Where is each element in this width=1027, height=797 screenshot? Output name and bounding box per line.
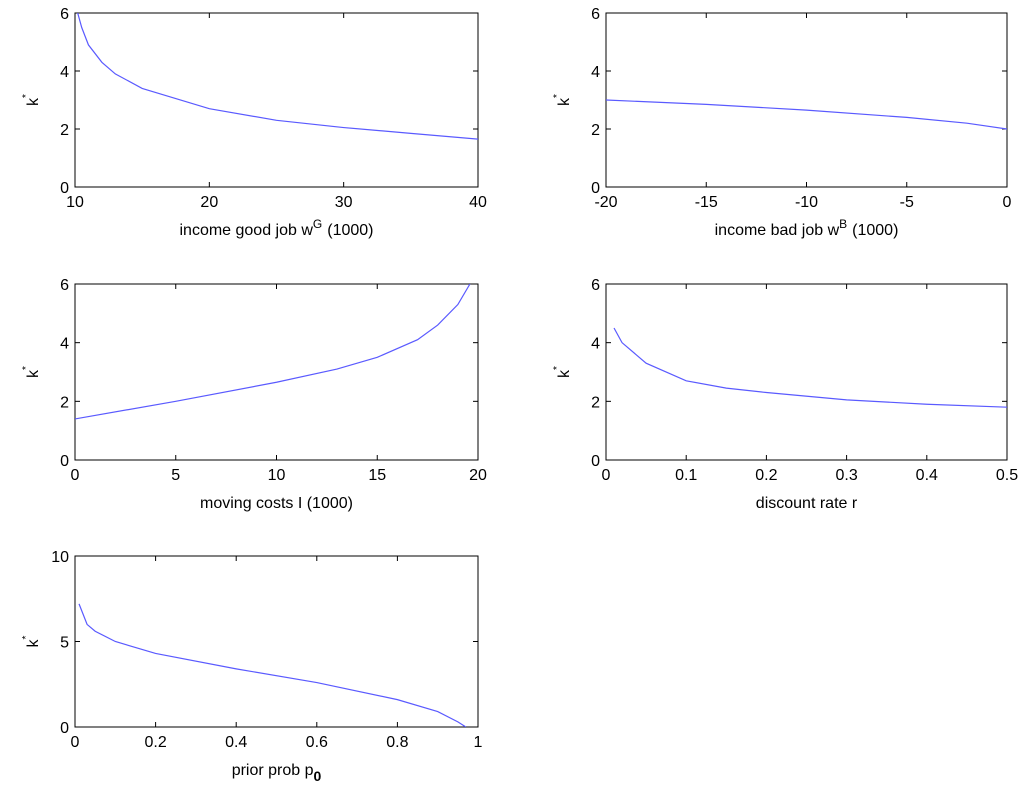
x-axis-label: income good job wG (1000): [179, 217, 373, 239]
x-tick-label: 20: [469, 467, 487, 484]
x-label-sup: G: [313, 217, 322, 231]
x-tick-label: 0.2: [755, 467, 777, 484]
subplot: -20 -15 -10 -5 0 0 2 4 6 income bad job wB (1000) k…: [552, 6, 1012, 239]
x-tick-label: 40: [469, 194, 487, 211]
x-tick-label: 10: [66, 194, 84, 211]
x-label-text: discount rate r: [756, 495, 858, 512]
subplot: 0 0.1 0.2 0.3 0.4 0.5 0 2 4 6 discount rate r k*: [552, 277, 1018, 512]
y-label-text: k: [25, 97, 42, 106]
x-tick-label: 0.3: [835, 467, 857, 484]
y-tick-label: 0: [591, 453, 600, 470]
y-axis-label: k*: [21, 635, 42, 647]
y-label-text: k: [556, 97, 573, 106]
x-tick-label: 0.8: [386, 734, 408, 751]
y-axis-label: k*: [552, 366, 573, 378]
x-label-text: income bad job w: [715, 222, 840, 239]
subplot: 0 5 10 15 20 0 2 4 6 moving costs I (1000) k*: [21, 277, 487, 512]
axes-box: [605, 283, 1008, 461]
line-series: [77, 13, 478, 140]
y-axis-label: k*: [552, 94, 573, 106]
axes-box: [74, 555, 479, 728]
y-axis-label: k*: [21, 366, 42, 378]
y-tick-label: 5: [60, 635, 69, 652]
y-axis-label: k*: [21, 94, 42, 106]
x-axis-label: discount rate r: [756, 495, 858, 512]
line-series: [75, 284, 471, 420]
y-tick-label: 6: [60, 6, 69, 23]
x-tick-label: 5: [171, 467, 180, 484]
y-label-sup: *: [21, 635, 32, 639]
x-label-text: income good job w: [179, 222, 313, 239]
y-tick-label: 4: [591, 336, 600, 353]
x-label-after: (1000): [327, 222, 373, 239]
x-tick-label: 1: [474, 734, 483, 751]
x-axis-label: prior prob p0: [232, 762, 322, 784]
y-tick-label: 2: [591, 122, 600, 139]
y-label-sup: *: [21, 366, 32, 370]
x-tick-label: 0.2: [144, 734, 166, 751]
plot-area: [613, 327, 1007, 408]
x-axis-label: moving costs I (1000): [200, 495, 353, 512]
y-tick-label: 4: [60, 336, 69, 353]
x-tick-label: 0: [71, 467, 80, 484]
x-tick-label: 0.4: [225, 734, 247, 751]
y-label-sup: *: [552, 94, 563, 98]
y-tick-label: 6: [591, 277, 600, 294]
x-tick-label: 0: [1003, 194, 1012, 211]
x-tick-label: 0.1: [675, 467, 697, 484]
line-series: [78, 603, 467, 727]
y-tick-label: 2: [60, 122, 69, 139]
y-tick-label: 2: [591, 394, 600, 411]
x-tick-label: 15: [368, 467, 386, 484]
x-tick-label: 0: [602, 467, 611, 484]
x-label-sub: 0: [314, 768, 322, 784]
x-tick-label: 0.6: [306, 734, 328, 751]
y-tick-label: 0: [60, 720, 69, 737]
x-label-sup: B: [839, 217, 847, 231]
y-tick-label: 0: [591, 180, 600, 197]
x-tick-label: -15: [695, 194, 718, 211]
y-label-sup: *: [21, 94, 32, 98]
y-tick-label: 4: [591, 64, 600, 81]
x-label-text: moving costs I (1000): [200, 495, 353, 512]
x-tick-label: -5: [900, 194, 914, 211]
x-tick-label: 0: [71, 734, 80, 751]
y-tick-label: 0: [60, 453, 69, 470]
x-tick-label: 20: [200, 194, 218, 211]
x-tick-label: 30: [335, 194, 353, 211]
y-tick-label: 2: [60, 394, 69, 411]
plot-area: [606, 99, 1007, 130]
x-tick-label: -10: [795, 194, 818, 211]
axes-box: [605, 12, 1008, 188]
x-tick-label: 0.5: [996, 467, 1018, 484]
plot-area: [77, 13, 478, 140]
x-tick-label: 0.4: [916, 467, 938, 484]
y-tick-label: 6: [591, 6, 600, 23]
plot-area: [78, 603, 467, 727]
y-label-sup: *: [552, 366, 563, 370]
x-tick-label: 10: [268, 467, 286, 484]
y-label-text: k: [556, 369, 573, 378]
line-series: [613, 327, 1007, 408]
y-tick-label: 6: [60, 277, 69, 294]
y-tick-label: 0: [60, 180, 69, 197]
x-axis-label: income bad job wB (1000): [715, 217, 899, 239]
line-series: [606, 99, 1007, 130]
axes-box: [74, 12, 479, 188]
x-label-after: (1000): [852, 222, 898, 239]
x-tick-label: -20: [594, 194, 617, 211]
y-tick-label: 10: [51, 549, 69, 566]
y-tick-label: 4: [60, 64, 69, 81]
x-label-text: prior prob p: [232, 762, 314, 779]
y-label-text: k: [25, 369, 42, 378]
subplot: 10 20 30 40 0 2 4 6 income good job wG (1000) k*: [21, 6, 487, 239]
y-label-text: k: [25, 638, 42, 647]
plot-area: [75, 284, 471, 420]
axes-box: [74, 283, 479, 461]
